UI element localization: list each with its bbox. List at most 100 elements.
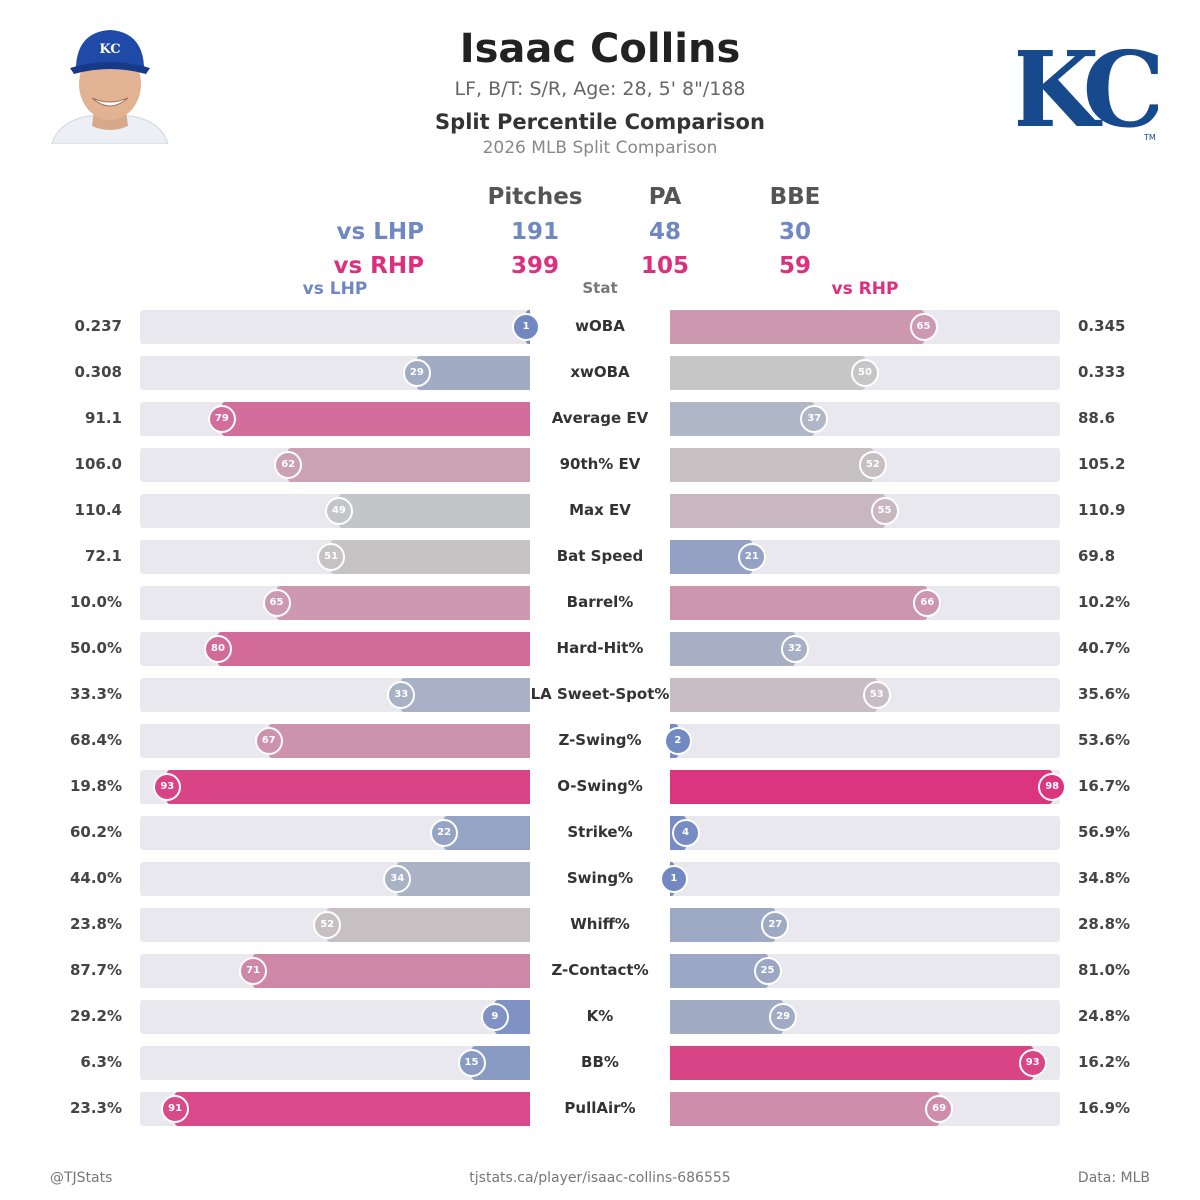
rhp-stat-value: 16.9%: [1078, 1099, 1131, 1117]
lhp-bar: [268, 724, 530, 758]
rhp-percentile-marker: 27: [761, 911, 790, 939]
rhp-percentile-marker: 32: [780, 635, 809, 663]
lhp-percentile-marker: 33: [387, 681, 416, 709]
lhp-bar-track: 29: [140, 356, 530, 390]
rhp-bar-track: 32: [670, 632, 1060, 666]
rhp-stat-value: 88.6: [1078, 409, 1116, 427]
rhp-stat-value: 69.8: [1078, 547, 1116, 565]
stat-label: K%: [586, 1007, 614, 1025]
footer-handle: @TJStats: [50, 1170, 113, 1186]
lhp-stat-value: 106.0: [74, 455, 122, 473]
stat-label: LA Sweet-Spot%: [530, 685, 670, 703]
rhp-percentile-marker: 66: [913, 589, 942, 617]
lhp-bar-track: 22: [140, 816, 530, 850]
stat-label: Max EV: [569, 501, 631, 519]
player-name: Isaac Collins: [459, 26, 741, 72]
rhp-bar: [670, 356, 865, 390]
rhp-bar: [670, 954, 768, 988]
stat-label: 90th% EV: [559, 455, 641, 473]
table-row: 72.1 51 Bat Speed 21 69.8: [0, 540, 1200, 574]
lhp-bar-track: 71: [140, 954, 530, 988]
rhp-bar: [670, 448, 873, 482]
stat-label: Barrel%: [566, 593, 634, 611]
table-row: 91.1 79 Average EV 37 88.6: [0, 402, 1200, 436]
stat-label: Bat Speed: [556, 547, 644, 565]
stat-label: Whiff%: [570, 915, 630, 933]
stat-label: Swing%: [566, 869, 634, 887]
stat-label: BB%: [581, 1053, 619, 1071]
lhp-percentile-marker: 1: [512, 313, 541, 341]
lhp-stat-value: 44.0%: [69, 869, 122, 887]
lhp-stat-value: 60.2%: [69, 823, 122, 841]
rhp-bar-track: 37: [670, 402, 1060, 436]
summary-lhp-pitches: 191: [510, 219, 559, 245]
table-row: 33.3% 33 LA Sweet-Spot% 53 35.6%: [0, 678, 1200, 712]
lhp-percentile-marker: 9: [480, 1003, 509, 1031]
stat-label: Z-Contact%: [551, 961, 649, 979]
lhp-bar: [276, 586, 530, 620]
rhp-bar-track: 29: [670, 1000, 1060, 1034]
lhp-bar: [416, 356, 530, 390]
rhp-bar: [670, 632, 795, 666]
summary-label-lhp: vs LHP: [336, 219, 424, 245]
lhp-percentile-marker: 80: [204, 635, 232, 663]
rhp-percentile-marker: 52: [858, 451, 887, 479]
rhp-stat-value: 35.6%: [1078, 685, 1131, 703]
summary-rhp-pitches: 399: [510, 253, 559, 279]
lhp-percentile-marker: 34: [383, 865, 412, 893]
lhp-stat-value: 87.7%: [69, 961, 122, 979]
rhp-bar-track: 50: [670, 356, 1060, 390]
footer-source: Data: MLB: [1077, 1170, 1150, 1186]
lhp-bar-track: 67: [140, 724, 530, 758]
rhp-percentile-marker: 2: [663, 727, 692, 755]
rhp-bar: [670, 678, 877, 712]
lhp-bar: [253, 954, 530, 988]
rhp-percentile-marker: 98: [1038, 773, 1067, 801]
lhp-stat-value: 29.2%: [69, 1007, 122, 1025]
cap-logo-text: KC: [99, 42, 120, 57]
lhp-bar-track: 65: [140, 586, 530, 620]
player-headshot: KC: [48, 26, 172, 145]
rhp-stat-value: 0.345: [1078, 317, 1126, 335]
rhp-percentile-marker: 69: [925, 1095, 954, 1123]
table-row: 110.4 49 Max EV 55 110.9: [0, 494, 1200, 528]
rhp-percentile-marker: 21: [737, 543, 766, 571]
lhp-bar-track: 9: [140, 1000, 530, 1034]
summary-header-pitches: Pitches: [487, 184, 583, 210]
stat-label: xwOBA: [570, 363, 630, 381]
rhp-bar-track: 4: [670, 816, 1060, 850]
rhp-percentile-marker: 65: [909, 313, 938, 341]
table-row: 6.3% 15 BB% 93 16.2%: [0, 1046, 1200, 1080]
rhp-bar: [670, 908, 776, 942]
rhp-stat-value: 10.2%: [1078, 593, 1131, 611]
table-row: 50.0% 80 Hard-Hit% 32 40.7%: [0, 632, 1200, 666]
rhp-stat-value: 16.2%: [1078, 1053, 1131, 1071]
column-header-stat: Stat: [582, 279, 618, 297]
column-header-lhp: vs LHP: [302, 279, 368, 299]
table-row: 44.0% 34 Swing% 1 34.8%: [0, 862, 1200, 896]
chart-subtitle: 2026 MLB Split Comparison: [482, 138, 718, 158]
lhp-bar: [167, 770, 530, 804]
rhp-bar-track: 93: [670, 1046, 1060, 1080]
lhp-stat-value: 68.4%: [69, 731, 122, 749]
rhp-stat-value: 28.8%: [1078, 915, 1131, 933]
lhp-percentile-marker: 15: [457, 1049, 486, 1077]
lhp-bar: [327, 908, 530, 942]
table-row: 0.237 1 wOBA 65 0.345: [0, 310, 1200, 344]
lhp-bar: [175, 1092, 530, 1126]
table-row: 60.2% 22 Strike% 4 56.9%: [0, 816, 1200, 850]
lhp-bar-track: 91: [140, 1092, 530, 1126]
rhp-bar-track: 53: [670, 678, 1060, 712]
rhp-bar: [670, 494, 885, 528]
summary-label-rhp: vs RHP: [333, 253, 424, 279]
rhp-bar-track: 1: [659, 862, 1060, 896]
rhp-bar-track: 52: [670, 448, 1060, 482]
rhp-bar-track: 21: [670, 540, 1060, 574]
lhp-percentile-marker: 22: [430, 819, 459, 847]
rhp-percentile-marker: 93: [1018, 1049, 1047, 1077]
rhp-bar-track: 98: [670, 770, 1067, 804]
stat-label: Average EV: [551, 409, 649, 427]
rhp-percentile-marker: 29: [769, 1003, 798, 1031]
rhp-stat-value: 40.7%: [1078, 639, 1131, 657]
rhp-bar: [670, 1092, 940, 1126]
